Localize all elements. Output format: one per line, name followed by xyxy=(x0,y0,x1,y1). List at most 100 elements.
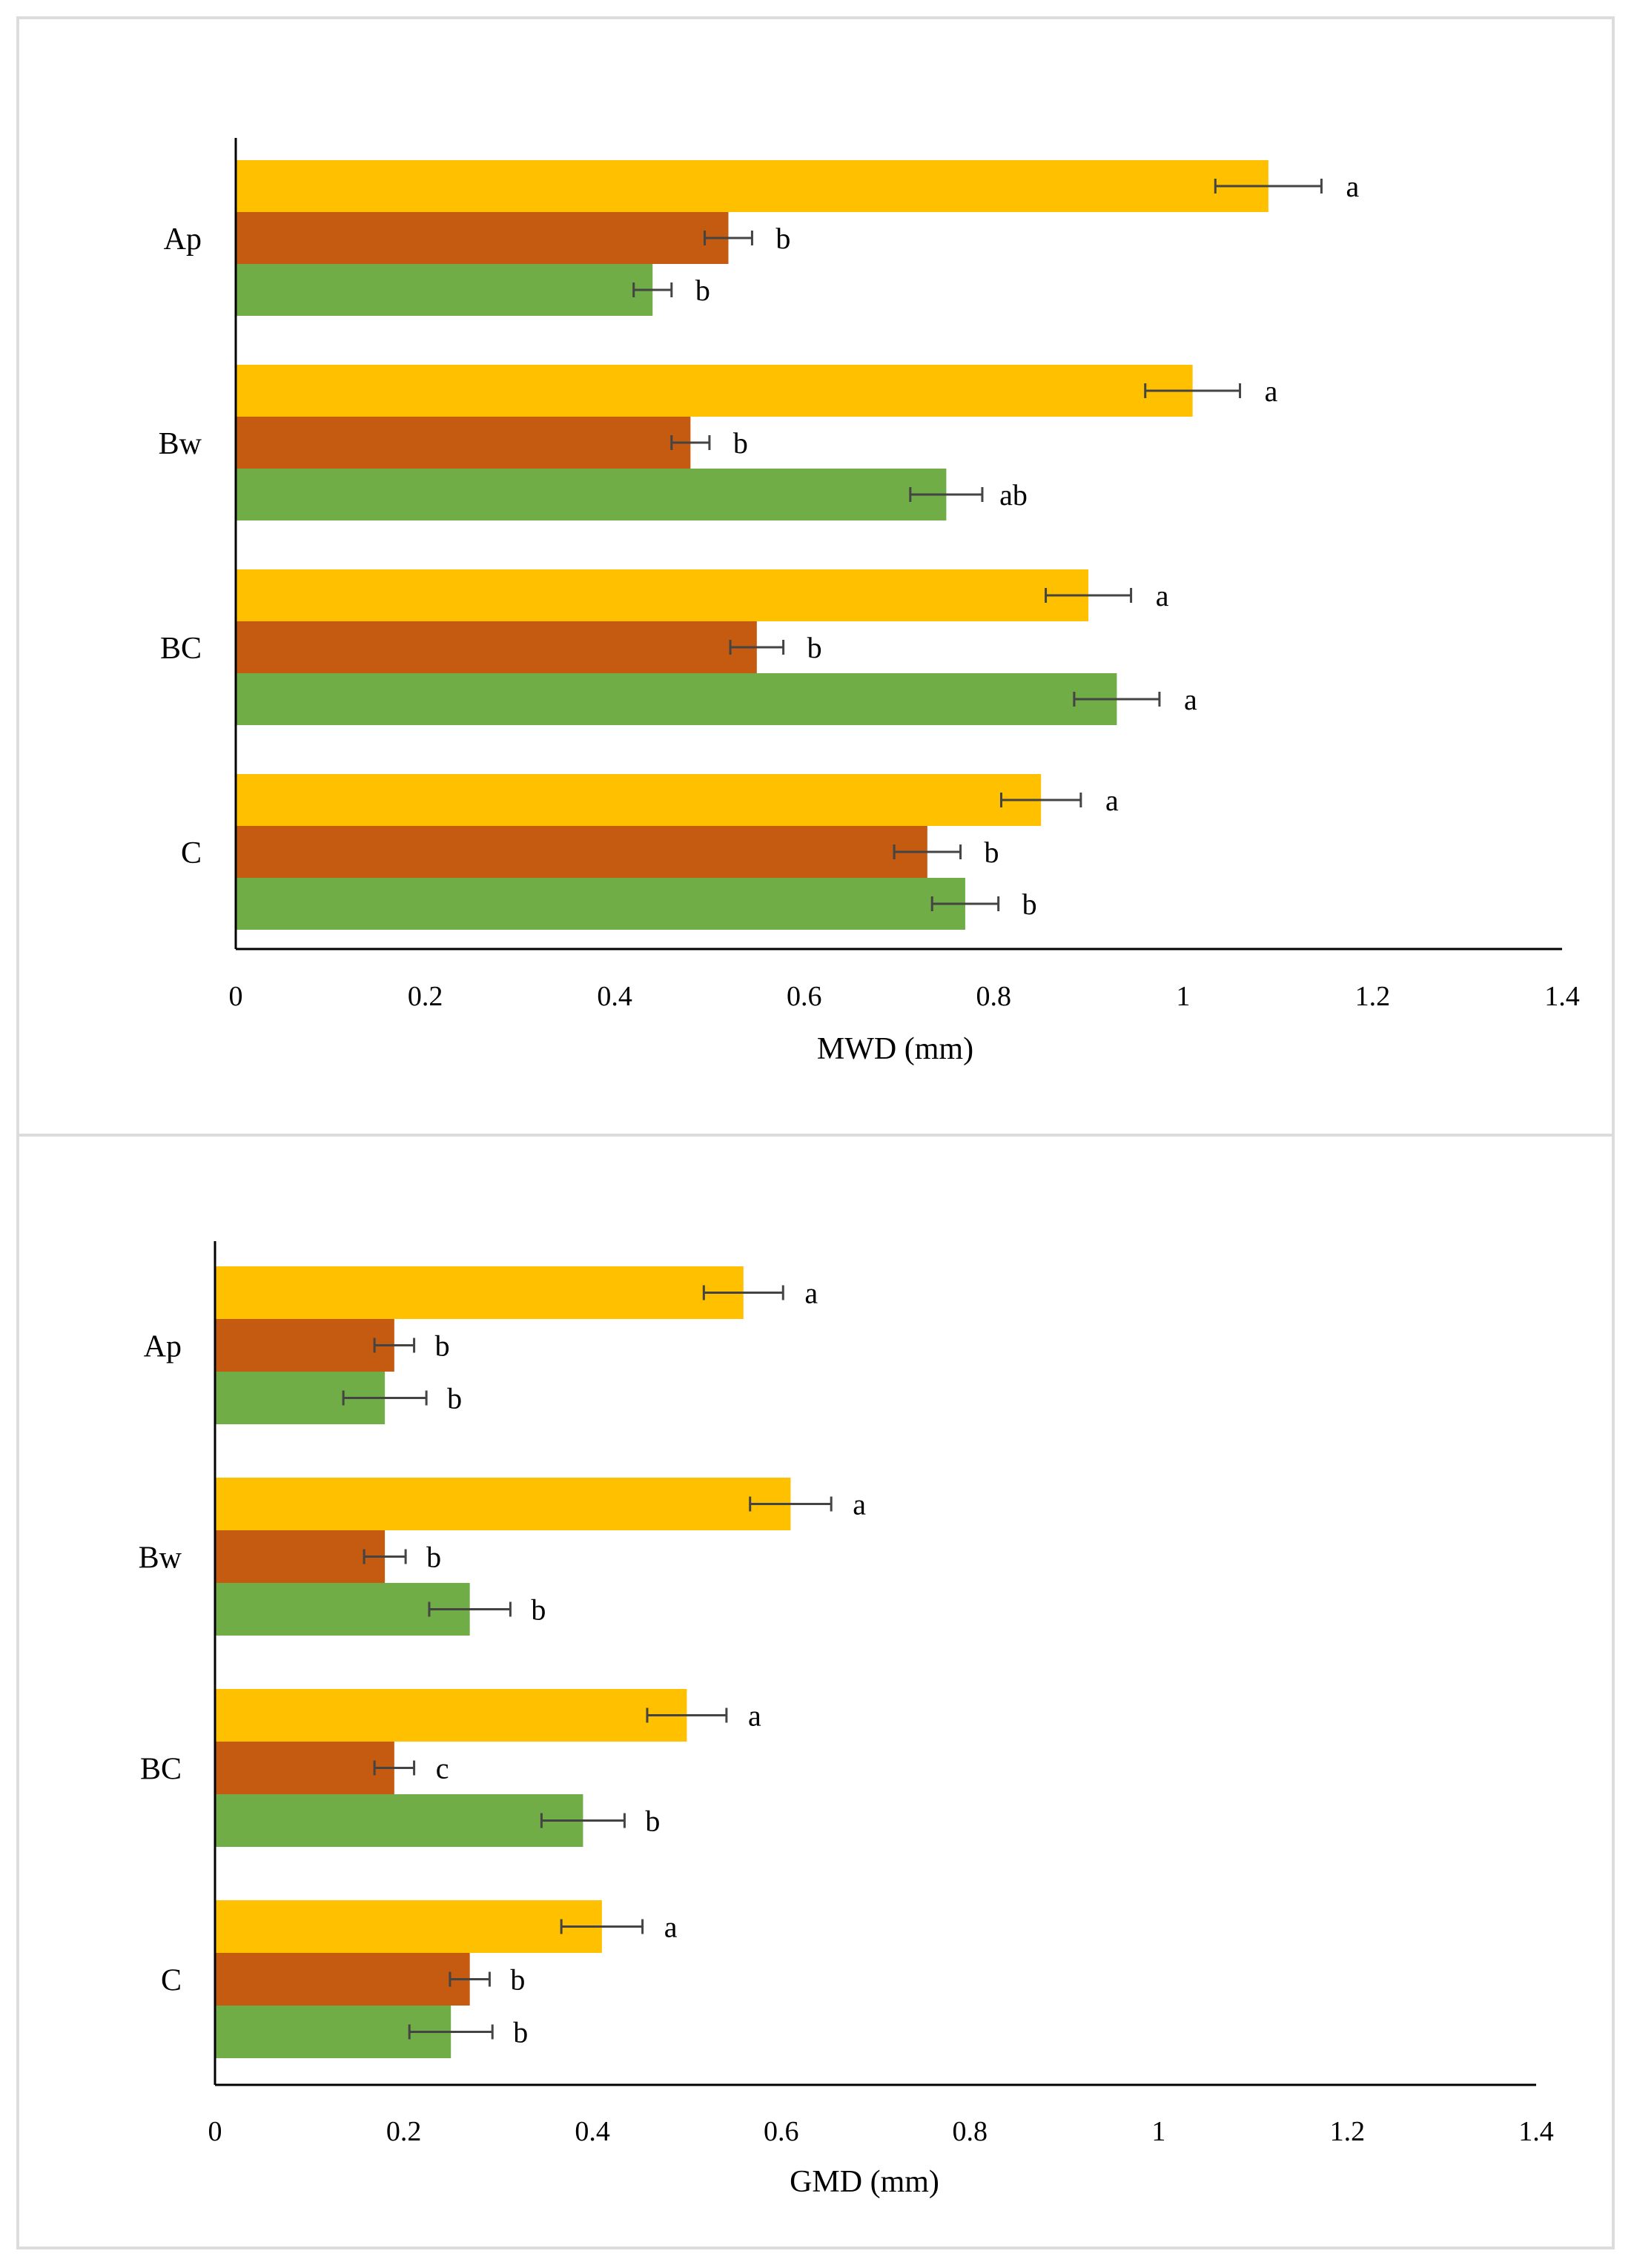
bar-c-series-orange xyxy=(236,826,927,878)
sig-letter-bc-series-orange: c xyxy=(436,1752,449,1785)
error-bar-c-series-orange xyxy=(893,844,962,859)
bar-ap-series-yellow xyxy=(236,160,1268,212)
error-bar-ap-series-yellow xyxy=(1214,179,1323,194)
bar-bc-series-yellow xyxy=(215,1689,687,1742)
bar-bw-series-orange xyxy=(236,417,691,469)
bar-c-series-yellow xyxy=(236,774,1042,826)
panel-divider xyxy=(16,1134,1615,1137)
x-tick-label: 0 xyxy=(229,981,243,1012)
sig-letter-bw-series-orange: b xyxy=(733,426,748,460)
sig-letter-bw-series-orange: b xyxy=(426,1541,441,1574)
category-label-bw: Bw xyxy=(139,1541,182,1576)
sig-letter-bc-series-green: a xyxy=(1184,683,1197,716)
x-tick-label: 0.2 xyxy=(386,2116,422,2147)
error-bar-ap-series-orange xyxy=(373,1338,416,1353)
sig-letter-bc-series-yellow: a xyxy=(748,1699,761,1733)
error-bar-bc-series-green xyxy=(540,1813,626,1828)
error-bar-bc-series-green xyxy=(1073,692,1161,707)
error-bar-c-series-orange xyxy=(449,1971,491,1987)
x-tick-label: 1.4 xyxy=(1544,981,1580,1012)
sig-letter-c-series-green: b xyxy=(1022,887,1037,921)
error-bar-ap-series-orange xyxy=(704,231,753,245)
error-bar-bc-series-orange xyxy=(729,640,785,655)
error-bar-c-series-yellow xyxy=(1000,793,1082,807)
sig-letter-ap-series-yellow: a xyxy=(804,1277,818,1310)
category-label-bc: BC xyxy=(140,1753,182,1787)
x-tick-label: 1.2 xyxy=(1330,2116,1366,2147)
category-label-bc: BC xyxy=(160,632,202,666)
error-bar-ap-series-green xyxy=(632,282,673,297)
category-label-c: C xyxy=(181,836,202,870)
bar-bw-series-yellow xyxy=(236,365,1193,417)
x-tick-label: 0 xyxy=(208,2116,222,2147)
error-bar-bc-series-yellow xyxy=(1045,588,1133,603)
x-tick-label: 0.8 xyxy=(953,2116,988,2147)
sig-letter-c-series-yellow: a xyxy=(664,1911,678,1944)
bar-bw-series-orange xyxy=(215,1530,386,1583)
bar-bc-series-orange xyxy=(215,1742,394,1794)
x-tick-label: 0.8 xyxy=(976,981,1012,1012)
error-bar-bw-series-orange xyxy=(670,435,711,450)
bar-bc-series-green xyxy=(215,1794,583,1847)
x-axis-title: GMD (mm) xyxy=(790,2165,939,2199)
bar-bw-series-yellow xyxy=(215,1478,791,1530)
x-tick-label: 0.6 xyxy=(787,981,822,1012)
sig-letter-ap-series-orange: b xyxy=(775,222,790,255)
x-tick-label: 1 xyxy=(1151,2116,1165,2147)
error-bar-bc-series-orange xyxy=(373,1760,416,1776)
sig-letter-bw-series-yellow: a xyxy=(853,1488,866,1521)
x-axis-title: MWD (mm) xyxy=(817,1032,973,1066)
sig-letter-ap-series-green: b xyxy=(695,274,710,307)
error-bar-ap-series-green xyxy=(342,1390,428,1406)
bar-ap-series-green xyxy=(236,264,653,316)
sig-letter-c-series-orange: b xyxy=(985,836,999,869)
x-tick-label: 1.4 xyxy=(1518,2116,1554,2147)
bar-ap-series-yellow xyxy=(215,1266,744,1319)
bar-ap-series-orange xyxy=(215,1319,394,1372)
bar-ap-series-orange xyxy=(236,212,729,264)
bar-bc-series-orange xyxy=(236,621,757,673)
x-tick-label: 0.4 xyxy=(597,981,632,1012)
figure-frame xyxy=(16,16,1615,2249)
sig-letter-bw-series-green: ab xyxy=(999,478,1028,512)
category-label-ap: Ap xyxy=(144,1330,182,1364)
sig-letter-ap-series-yellow: a xyxy=(1346,170,1360,203)
x-tick-label: 1.2 xyxy=(1355,981,1391,1012)
category-label-bw: Bw xyxy=(159,427,202,461)
x-tick-label: 0.4 xyxy=(575,2116,610,2147)
sig-letter-bc-series-green: b xyxy=(645,1805,660,1838)
error-bar-c-series-yellow xyxy=(560,1919,644,1934)
bar-c-series-yellow xyxy=(215,1900,602,1953)
error-bar-bw-series-yellow xyxy=(749,1496,833,1512)
error-bar-bw-series-yellow xyxy=(1144,383,1242,398)
error-bar-c-series-green xyxy=(930,896,1000,911)
error-bar-bc-series-yellow xyxy=(646,1707,728,1723)
x-tick-label: 1 xyxy=(1176,981,1190,1012)
bar-bw-series-green xyxy=(215,1583,470,1636)
sig-letter-ap-series-green: b xyxy=(447,1382,462,1415)
x-tick-label: 0.6 xyxy=(764,2116,799,2147)
sig-letter-bc-series-orange: b xyxy=(807,631,822,664)
error-bar-ap-series-yellow xyxy=(702,1285,784,1300)
sig-letter-c-series-orange: b xyxy=(510,1963,525,1997)
bar-bc-series-yellow xyxy=(236,569,1089,621)
sig-letter-c-series-green: b xyxy=(513,2016,528,2049)
bar-bc-series-green xyxy=(236,673,1117,725)
sig-letter-bw-series-yellow: a xyxy=(1265,374,1278,408)
sig-letter-c-series-yellow: a xyxy=(1105,784,1119,817)
sig-letter-bw-series-green: b xyxy=(531,1593,546,1627)
category-label-c: C xyxy=(161,1964,182,1998)
error-bar-c-series-green xyxy=(408,2024,494,2040)
error-bar-bw-series-green xyxy=(428,1601,512,1617)
bar-c-series-orange xyxy=(215,1953,470,2006)
sig-letter-bc-series-yellow: a xyxy=(1156,579,1169,612)
category-label-ap: Ap xyxy=(164,222,202,257)
error-bar-bw-series-green xyxy=(909,487,984,502)
bar-c-series-green xyxy=(236,878,965,930)
sig-letter-ap-series-orange: b xyxy=(435,1329,450,1363)
x-tick-label: 0.2 xyxy=(408,981,443,1012)
error-bar-bw-series-orange xyxy=(363,1549,407,1564)
